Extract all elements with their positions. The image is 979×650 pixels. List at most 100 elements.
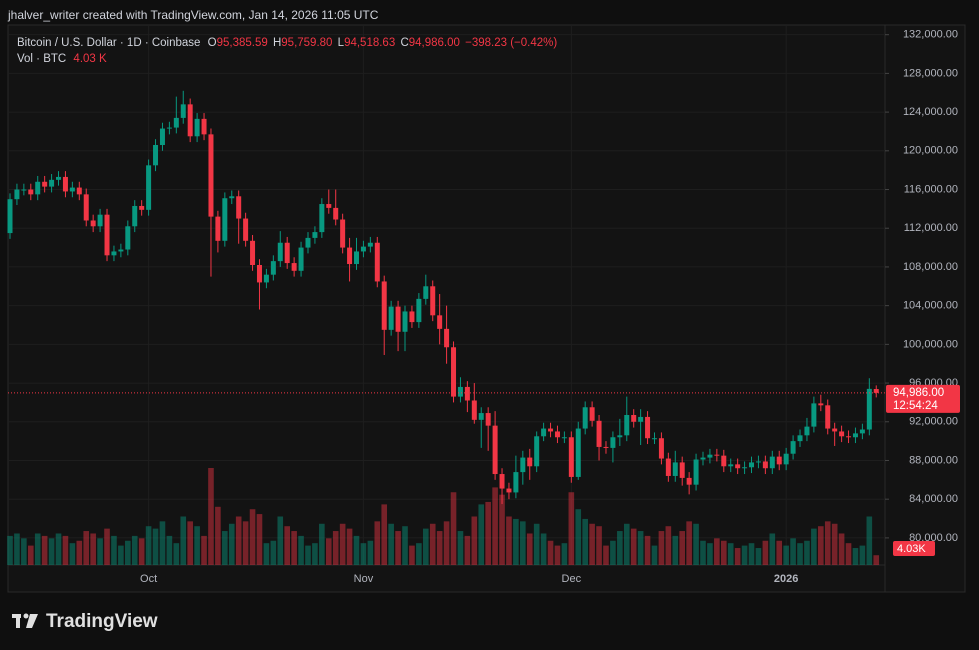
volume-bar [62, 535, 69, 565]
volume-bar [492, 487, 498, 565]
volume-bar [104, 528, 110, 565]
candle-body [603, 446, 609, 448]
volume-bar [388, 523, 394, 565]
candle-body [354, 251, 359, 265]
candle-body [554, 431, 560, 438]
volume-bar [305, 545, 311, 565]
price-tag-value: 94,986.00 [893, 387, 944, 399]
candle-body [582, 407, 588, 429]
candle-body [187, 104, 193, 137]
candle-body [194, 118, 200, 137]
volume-bar [831, 523, 838, 565]
volume-bar [173, 543, 180, 565]
volume-bar [596, 526, 602, 565]
volume-bar [228, 523, 235, 565]
volume-bar [707, 543, 713, 565]
candle-body [499, 474, 505, 489]
y-tick-label: 80,000.00 [909, 532, 958, 544]
candle-body [132, 205, 138, 227]
candle-body [492, 425, 498, 475]
candle-body [42, 181, 48, 187]
y-tick-label: 120,000.00 [903, 145, 958, 157]
low-value: 94,518.63 [344, 37, 395, 49]
volume-bar [222, 531, 228, 565]
symbol: Bitcoin / U.S. Dollar · 1D · Coinbase [17, 37, 200, 49]
volume-bar [672, 535, 679, 565]
candle-body [35, 181, 41, 195]
candle-body [873, 389, 879, 393]
volume-bar [325, 538, 332, 565]
candle-body [548, 428, 554, 432]
logo-dot [23, 613, 29, 619]
volume-bar [180, 516, 187, 565]
candle-body [21, 189, 27, 191]
volume-bar [478, 504, 485, 565]
volume-bar [506, 516, 512, 565]
candle-body [423, 286, 429, 299]
volume-bar [423, 528, 429, 565]
candle-body [284, 242, 290, 264]
volume-bar [152, 528, 159, 565]
grid [8, 25, 885, 565]
volume-bar [700, 540, 706, 565]
candle-body [201, 118, 207, 135]
volume-bar [450, 492, 457, 565]
candle-body [645, 416, 651, 439]
candle-body [333, 207, 339, 220]
y-tick-label: 124,000.00 [903, 106, 958, 118]
volume-bar [76, 540, 83, 565]
volume-bar [332, 531, 339, 565]
candle-body [700, 457, 706, 460]
volume-bar [312, 543, 318, 565]
candle-body [651, 438, 657, 440]
candle-body [617, 435, 623, 438]
candle-body [180, 104, 186, 118]
volume-bar [360, 543, 367, 565]
volume-bar [284, 526, 290, 565]
y-tick-label: 116,000.00 [904, 183, 958, 195]
candle-body [728, 464, 734, 467]
volume-bar [48, 538, 55, 565]
candle-body [686, 477, 692, 485]
candle-body [832, 428, 838, 432]
volume-bar [395, 531, 401, 565]
candle-body [229, 196, 235, 199]
legend-line: Bitcoin / U.S. Dollar · 1D · Coinbase O 9… [17, 37, 557, 49]
candle-body [846, 436, 852, 438]
candle-body [596, 420, 602, 447]
o-label: O [208, 37, 217, 49]
candle-body [430, 286, 436, 316]
x-tick-label: 2026 [774, 573, 798, 585]
candle-body [866, 388, 872, 430]
candle-body [665, 458, 671, 476]
volume-bar [769, 533, 776, 565]
volume-bar [866, 516, 873, 565]
candle-body [527, 457, 533, 467]
volume-bar [83, 531, 90, 565]
candle-body [825, 405, 831, 429]
candle-body [250, 240, 256, 265]
candle-body [83, 194, 89, 221]
volume-bar [34, 533, 41, 565]
volume-bar [194, 526, 200, 565]
chart-panel [7, 24, 966, 593]
y-tick-label: 104,000.00 [903, 300, 958, 312]
candle-body [693, 459, 699, 485]
x-tick-label: Oct [140, 573, 157, 585]
candle-body [263, 274, 269, 283]
volume-bar [187, 521, 193, 565]
volume-bar [457, 531, 464, 565]
volume-bar [118, 545, 124, 565]
volume-bar [298, 535, 304, 565]
volume-bar [533, 523, 540, 565]
volume-bar [97, 538, 103, 565]
volume-bar [693, 523, 699, 565]
candle-body [166, 127, 172, 129]
candle-body [471, 400, 477, 420]
volume-bar [540, 533, 547, 565]
volume-bar [471, 516, 478, 565]
volume-bar [658, 531, 665, 565]
volume-bar [617, 531, 623, 565]
volume-bar [679, 531, 686, 565]
